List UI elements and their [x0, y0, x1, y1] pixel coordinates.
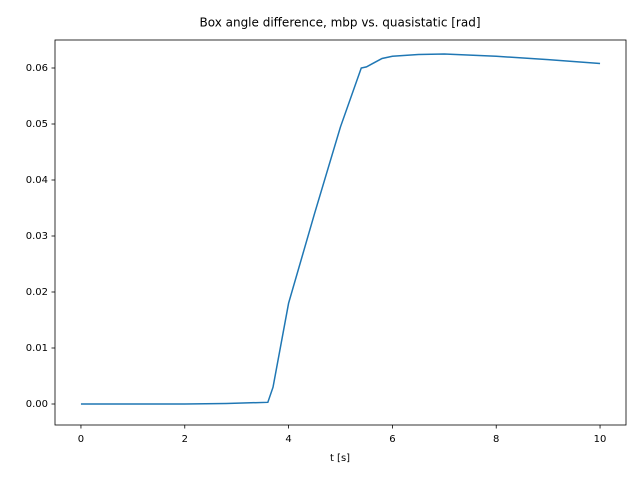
y-tick-label: 0.00 [26, 399, 48, 410]
data-line [80, 53, 601, 405]
x-tick-label: 10 [594, 434, 607, 445]
y-tick-label: 0.06 [26, 63, 48, 74]
x-tick-label: 6 [389, 434, 395, 445]
chart-title: Box angle difference, mbp vs. quasistati… [199, 16, 480, 30]
x-tick-label: 4 [285, 434, 291, 445]
x-tick-label: 2 [182, 434, 188, 445]
x-axis-label: t [s] [330, 453, 350, 464]
x-tick-label: 0 [78, 434, 84, 445]
x-tick-label: 8 [493, 434, 499, 445]
y-tick-label: 0.03 [26, 231, 48, 242]
y-tick-label: 0.04 [26, 175, 48, 186]
y-tick-label: 0.01 [26, 343, 48, 354]
plot-frame [54, 39, 627, 426]
y-tick-label: 0.05 [26, 119, 48, 130]
y-tick-label: 0.02 [26, 287, 48, 298]
